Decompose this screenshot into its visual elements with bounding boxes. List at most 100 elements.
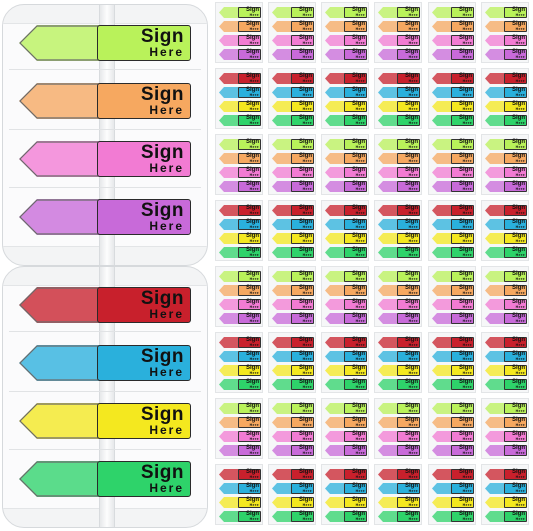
mini-sign-here-flag: Sign Here (219, 431, 261, 442)
sheet-divider (9, 187, 201, 188)
mini-text-here: Here (249, 225, 259, 229)
mini-text-here: Here (515, 475, 525, 479)
mini-flag-tab: Sign Here (238, 313, 261, 324)
mini-text-here: Here (249, 451, 259, 455)
sheet-divider (9, 129, 201, 130)
mini-text-sign: Sign (246, 511, 259, 517)
mini-arrow-head (432, 7, 454, 18)
mini-flag-tab: Sign Here (238, 153, 261, 164)
mini-text-here: Here (355, 253, 365, 257)
mini-arrow-head (325, 271, 347, 282)
mini-text-sign: Sign (459, 365, 472, 371)
mini-arrow-head (378, 73, 400, 84)
mini-text-sign: Sign (459, 73, 472, 79)
mini-flag-tab: Sign Here (397, 351, 420, 362)
mini-text-sign: Sign (246, 87, 259, 93)
arrow-head (19, 25, 103, 61)
mini-sign-here-flag: Sign Here (378, 139, 420, 150)
mini-text-here: Here (408, 121, 418, 125)
mini-sign-here-flag: Sign Here (432, 431, 474, 442)
mini-arrow-head (272, 219, 294, 230)
mini-text-here: Here (462, 79, 472, 83)
mini-text-here: Here (249, 173, 259, 177)
mini-text-here: Here (249, 319, 259, 323)
mini-sign-here-flag: Sign Here (219, 445, 261, 456)
mini-arrow-head (378, 21, 400, 32)
mini-sign-here-flag: Sign Here (219, 469, 261, 480)
mini-text-here: Here (408, 145, 418, 149)
mini-flag-sheet: Sign Here Sign Here Sign Here Sign Here (215, 464, 263, 525)
mini-flag-tab: Sign Here (238, 483, 261, 494)
mini-text-sign: Sign (352, 115, 365, 121)
mini-text-here: Here (355, 55, 365, 59)
mini-flag-tab: Sign Here (238, 247, 261, 258)
mini-text-here: Here (355, 503, 365, 507)
mini-text-here: Here (408, 253, 418, 257)
mini-text-here: Here (302, 371, 312, 375)
mini-flag-tab: Sign Here (344, 219, 367, 230)
mini-text-sign: Sign (459, 101, 472, 107)
mini-text-here: Here (302, 489, 312, 493)
mini-sign-here-flag: Sign Here (325, 445, 367, 456)
mini-text-sign: Sign (512, 219, 525, 225)
mini-text-here: Here (355, 409, 365, 413)
mini-text-sign: Sign (512, 167, 525, 173)
mini-sign-here-flag: Sign Here (325, 247, 367, 258)
mini-arrow-head (378, 167, 400, 178)
mini-flag-tab: Sign Here (291, 337, 314, 348)
mini-flag-tab: Sign Here (238, 167, 261, 178)
mini-sign-here-flag: Sign Here (272, 511, 314, 522)
flag-text-here: Here (149, 161, 184, 175)
mini-text-sign: Sign (246, 49, 259, 55)
mini-arrow-head (325, 205, 347, 216)
mini-flag-tab: Sign Here (451, 139, 474, 150)
mini-text-here: Here (302, 503, 312, 507)
mini-text-here: Here (302, 475, 312, 479)
sign-here-flag: Sign Here (19, 287, 191, 323)
mini-flag-tab: Sign Here (451, 247, 474, 258)
mini-flag-tab: Sign Here (504, 153, 527, 164)
mini-flag-tab: Sign Here (451, 445, 474, 456)
mini-text-sign: Sign (405, 337, 418, 343)
mini-arrow-head (272, 365, 294, 376)
mini-arrow-head (325, 233, 347, 244)
mini-flag-tab: Sign Here (291, 469, 314, 480)
mini-sign-here-flag: Sign Here (325, 403, 367, 414)
mini-flag-tab: Sign Here (291, 233, 314, 244)
mini-text-here: Here (302, 357, 312, 361)
mini-arrow-head (485, 233, 507, 244)
mini-sign-here-flag: Sign Here (432, 35, 474, 46)
mini-arrow-head (378, 337, 400, 348)
mini-flag-tab: Sign Here (344, 337, 367, 348)
mini-text-sign: Sign (459, 299, 472, 305)
mini-text-sign: Sign (299, 365, 312, 371)
flag-text-here: Here (149, 481, 184, 495)
mini-text-here: Here (515, 277, 525, 281)
mini-flag-sheet: Sign Here Sign Here Sign Here Sign Here (215, 68, 263, 129)
mini-sign-here-flag: Sign Here (325, 101, 367, 112)
mini-arrow-head (219, 115, 241, 126)
mini-text-here: Here (249, 437, 259, 441)
mini-sign-here-flag: Sign Here (272, 181, 314, 192)
mini-text-sign: Sign (246, 247, 259, 253)
flag-tab: Sign Here (97, 345, 191, 381)
mini-sign-here-flag: Sign Here (378, 219, 420, 230)
mini-arrow-head (219, 483, 241, 494)
mini-flag-tab: Sign Here (291, 35, 314, 46)
mini-sign-here-flag: Sign Here (219, 497, 261, 508)
mini-text-sign: Sign (512, 205, 525, 211)
mini-arrow-head (325, 445, 347, 456)
mini-flag-tab: Sign Here (397, 469, 420, 480)
mini-flag-tab: Sign Here (451, 205, 474, 216)
mini-arrow-head (485, 285, 507, 296)
mini-flag-tab: Sign Here (397, 403, 420, 414)
mini-flag-tab: Sign Here (238, 49, 261, 60)
mini-arrow-head (485, 417, 507, 428)
mini-text-sign: Sign (299, 511, 312, 517)
mini-text-sign: Sign (459, 233, 472, 239)
mini-flag-tab: Sign Here (451, 483, 474, 494)
mini-sign-here-flag: Sign Here (325, 365, 367, 376)
mini-text-here: Here (408, 225, 418, 229)
mini-text-here: Here (249, 79, 259, 83)
mini-flag-tab: Sign Here (344, 139, 367, 150)
